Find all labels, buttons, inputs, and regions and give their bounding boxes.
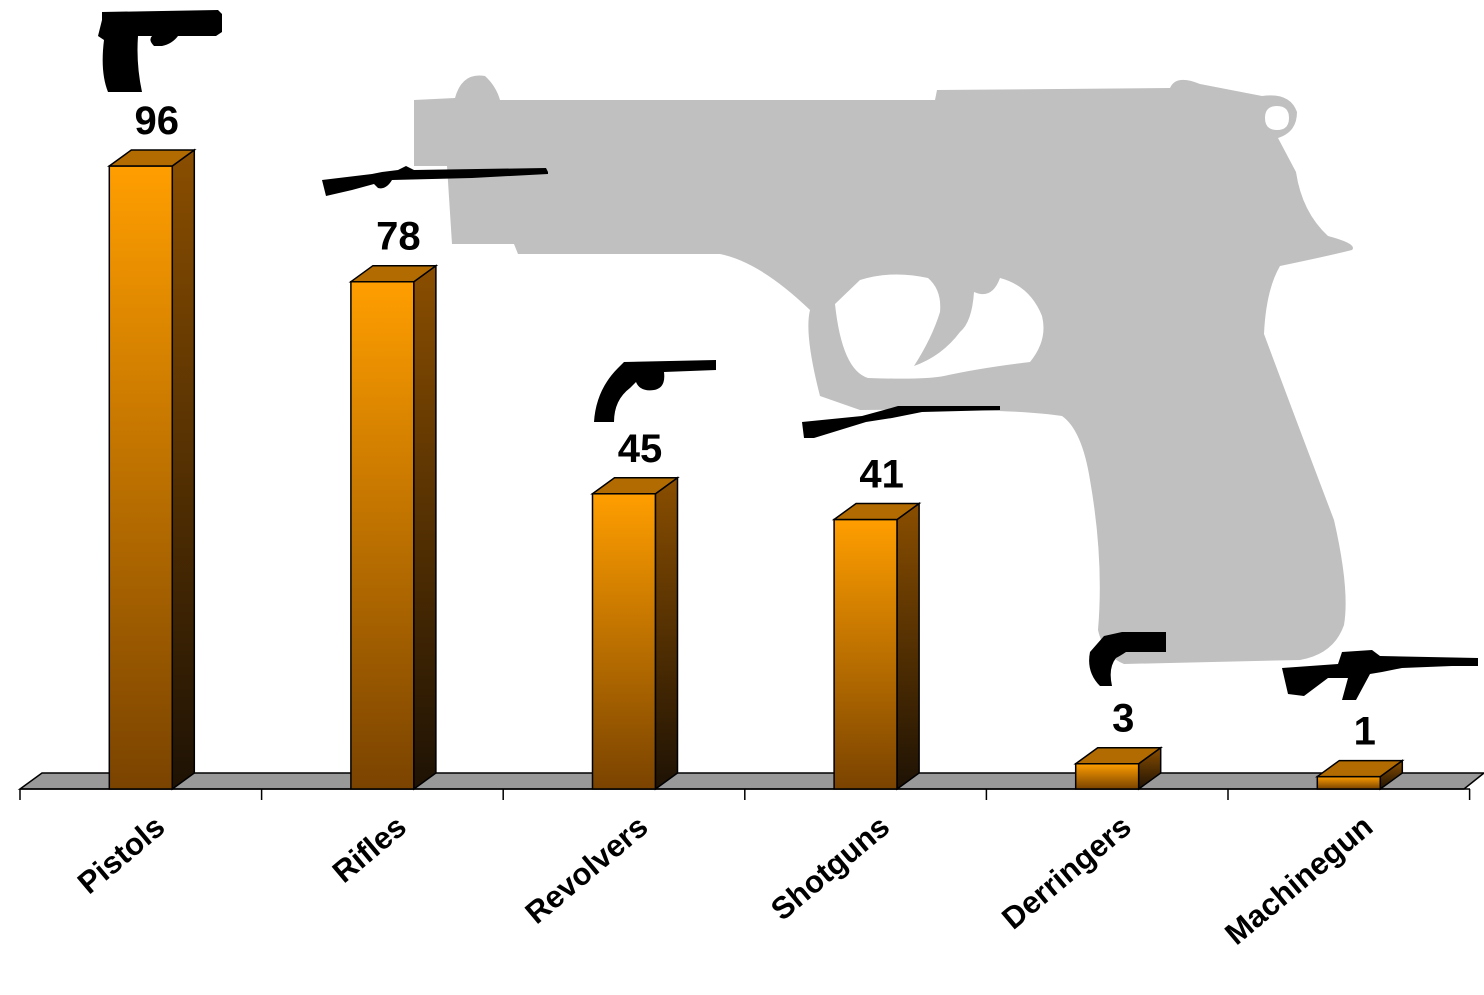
data-label-revolvers: 45 (618, 427, 663, 471)
category-label-revolvers: Revolvers (518, 809, 654, 931)
bar-series (106, 148, 1405, 791)
pistol-icon (98, 10, 222, 92)
handgun-silhouette-icon (414, 75, 1353, 664)
category-label-machinegun: Machinegun (1218, 809, 1379, 952)
shotgun-icon-shape (802, 406, 1000, 438)
bar-front-rifles (350, 280, 415, 790)
weapon-icons (98, 10, 1478, 700)
data-label-derringers: 3 (1112, 697, 1134, 741)
bar-rifles (348, 264, 439, 791)
rifle-icon (322, 166, 548, 196)
revolver-icon (594, 360, 716, 422)
bar-side-revolvers (654, 476, 679, 791)
data-label-machinegun: 1 (1354, 710, 1376, 754)
bar-revolvers (590, 476, 680, 791)
bar-pistols (106, 148, 197, 791)
data-label-shotguns: 41 (859, 452, 904, 496)
bar-machinegun (1314, 759, 1405, 791)
bar-side-shotguns (896, 502, 920, 791)
bar-top-machinegun (1314, 759, 1405, 778)
pistol-icon-shape (98, 10, 222, 92)
bar-derringers (1073, 746, 1164, 791)
bar-front-shotguns (833, 518, 898, 790)
bar-top-derringers (1073, 746, 1164, 765)
bar-front-derringers (1074, 762, 1140, 790)
category-label-rifles: Rifles (326, 809, 413, 890)
bar-front-pistols (108, 165, 174, 790)
bar-top-pistols (106, 149, 197, 167)
machinegun-icon (1282, 650, 1478, 700)
rifle-icon-shape (322, 166, 548, 196)
category-label-shotguns: Shotguns (764, 809, 896, 928)
data-label-pistols: 96 (135, 99, 180, 143)
data-label-rifles: 78 (376, 215, 421, 259)
bar-side-pistols (171, 148, 196, 791)
bar-top-revolvers (590, 477, 680, 495)
chart-floor (17, 772, 1484, 800)
revolver-icon-shape (594, 360, 716, 422)
derringer-icon (1089, 632, 1166, 686)
bar-shotguns (831, 502, 922, 791)
bar-front-machinegun (1316, 775, 1382, 790)
bar-front-revolvers (591, 493, 657, 790)
floor-plane (17, 772, 1484, 790)
machinegun-icon-shape (1282, 650, 1478, 700)
bar-side-rifles (413, 264, 437, 791)
bar-top-shotguns (831, 502, 922, 521)
bar-top-rifles (348, 264, 439, 283)
shotgun-icon (802, 406, 1000, 438)
derringer-icon-shape (1089, 632, 1166, 686)
category-label-derringers: Derringers (995, 809, 1138, 937)
category-label-pistols: Pistols (71, 809, 171, 901)
